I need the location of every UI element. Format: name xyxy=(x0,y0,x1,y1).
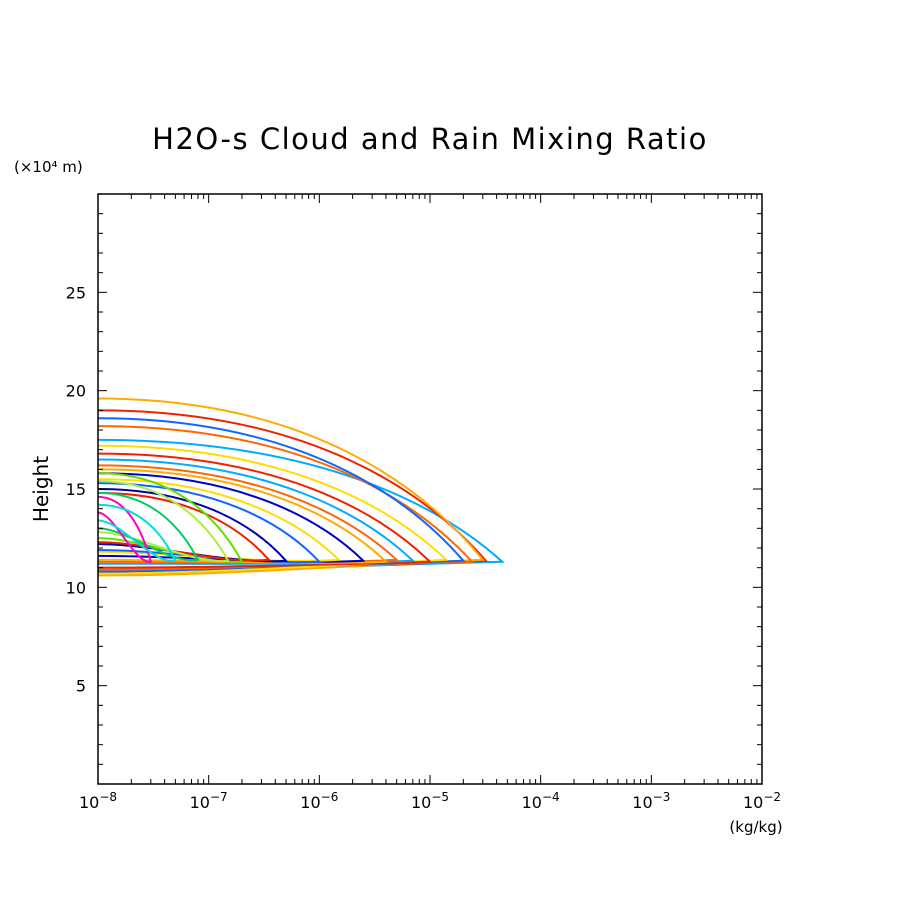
x-axis-title: (kg/kg) xyxy=(729,818,782,836)
series-line-4 xyxy=(97,425,475,571)
x-tick-label: 10−3 xyxy=(632,790,670,812)
y-tick-label: 5 xyxy=(76,677,86,696)
chart-title: H2O-s Cloud and Rain Mixing Ratio xyxy=(152,122,708,156)
y-units-label: (×10⁴ m) xyxy=(14,158,83,176)
x-tick-label: 10−4 xyxy=(522,790,560,812)
axis-layer xyxy=(97,194,762,784)
series-line-3 xyxy=(97,397,485,577)
x-tick-labels: 10−8 10−7 10−6 10−5 10−4 10−3 10−2 xyxy=(79,790,781,812)
y-tick-label: 20 xyxy=(66,382,86,401)
series-line-10 xyxy=(97,468,389,564)
y-tick-label: 25 xyxy=(66,283,86,302)
series-line-8 xyxy=(97,458,416,565)
plot-frame xyxy=(97,193,763,785)
series-layer xyxy=(97,397,505,577)
x-tick-label: 10−8 xyxy=(79,790,117,812)
series-line-13 xyxy=(97,482,322,564)
x-tick-label: 10−7 xyxy=(190,790,228,812)
series-line-6 xyxy=(97,444,449,575)
series-line-20 xyxy=(97,503,177,562)
series-line-11 xyxy=(97,472,366,563)
y-tick-label: 15 xyxy=(66,480,86,499)
x-tick-label: 10−5 xyxy=(411,790,449,812)
series-line-7 xyxy=(97,452,433,569)
x-tick-label: 10−2 xyxy=(743,790,781,812)
series-line-5 xyxy=(97,417,466,573)
series-line-19 xyxy=(97,495,153,563)
series-line-17 xyxy=(97,480,230,563)
series-line-9 xyxy=(97,464,400,564)
y-tick-labels: 5 10 15 20 25 xyxy=(66,283,86,695)
y-tick-label: 10 xyxy=(66,578,86,597)
y-axis-title: Height xyxy=(29,456,53,522)
x-tick-label: 10−6 xyxy=(300,790,338,812)
